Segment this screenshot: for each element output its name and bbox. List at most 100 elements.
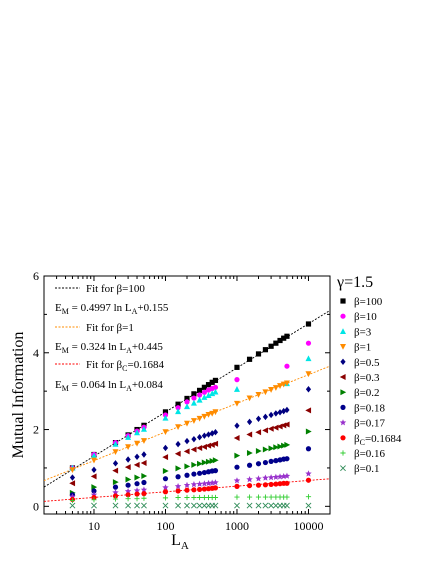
fit-label-3: Fit for βC=0.1684: [86, 359, 164, 373]
data-point: [205, 411, 212, 418]
data-point: [91, 502, 97, 509]
data-point: [112, 467, 119, 474]
data-point: [212, 479, 219, 486]
data-point: [141, 479, 147, 486]
data-point: [234, 452, 241, 459]
legend-label: β=1: [354, 342, 371, 354]
data-point: [277, 383, 284, 389]
data-point: [112, 484, 119, 490]
legend-label: β=0.18: [354, 402, 386, 414]
data-point: [184, 502, 190, 509]
x-tick-label: 1000: [225, 519, 249, 533]
data-point: [134, 481, 140, 487]
series-3: [69, 355, 312, 471]
data-point: [246, 476, 253, 483]
data-point: [268, 494, 274, 500]
series-11: [69, 494, 312, 504]
data-point: [284, 363, 290, 369]
data-point: [284, 494, 290, 500]
data-point: [284, 333, 290, 339]
data-point: [234, 377, 240, 383]
data-point: [262, 347, 269, 353]
data-point: [255, 482, 262, 488]
data-point: [234, 464, 240, 470]
data-point: [125, 502, 132, 509]
data-point: [255, 502, 262, 509]
data-point: [255, 475, 262, 482]
legend-marker: [340, 450, 346, 456]
data-point: [141, 502, 147, 509]
data-point: [273, 340, 279, 346]
data-point: [255, 351, 262, 357]
data-point: [205, 458, 212, 465]
data-point: [283, 421, 290, 428]
data-point: [201, 389, 207, 395]
data-point: [262, 502, 269, 509]
data-point: [196, 470, 203, 476]
data-point: [272, 424, 279, 431]
data-point: [283, 472, 291, 479]
data-point: [162, 502, 169, 509]
data-point: [175, 401, 181, 407]
data-point: [191, 395, 197, 401]
data-point: [184, 494, 190, 501]
data-point: [196, 502, 203, 509]
data-point: [134, 453, 140, 461]
data-point: [141, 472, 148, 479]
gamma-label: γ=1.5: [336, 274, 373, 291]
y-tick-label: 2: [33, 423, 39, 437]
data-point: [255, 415, 262, 422]
data-point: [191, 435, 197, 443]
data-point: [305, 470, 312, 477]
data-point: [140, 425, 147, 432]
data-point: [90, 457, 97, 464]
data-point: [190, 481, 198, 488]
data-point: [196, 480, 203, 487]
data-point: [268, 411, 274, 419]
data-point: [280, 381, 287, 388]
data-point: [124, 487, 132, 495]
data-point: [175, 408, 182, 415]
data-point: [69, 480, 76, 487]
data-point: [190, 399, 197, 406]
fit-annotation-2: Fit for β=1 EM = 0.324 ln LA+0.445: [55, 322, 163, 355]
data-point: [268, 458, 274, 465]
data-point: [262, 494, 269, 500]
data-point: [191, 391, 197, 397]
data-point: [284, 480, 290, 486]
data-point: [305, 494, 312, 500]
data-point: [234, 502, 240, 509]
data-point: [262, 474, 269, 481]
data-point: [125, 434, 132, 440]
data-point: [201, 413, 208, 420]
data-point: [209, 390, 216, 397]
legend-label: βC=0.1684: [354, 433, 402, 447]
data-point: [212, 384, 219, 390]
data-point: [184, 399, 190, 405]
legend-label: β=0.3: [354, 372, 380, 384]
data-point: [175, 502, 181, 509]
data-point: [212, 494, 219, 501]
fit-equation-2: EM = 0.324 ln LA+0.445: [55, 341, 163, 355]
data-point: [112, 489, 119, 496]
data-point: [268, 445, 275, 452]
data-point: [201, 384, 207, 390]
data-point: [112, 440, 119, 447]
data-point: [209, 410, 216, 417]
legend-label: β=0.17: [354, 418, 386, 430]
data-point: [246, 449, 253, 456]
data-point: [125, 476, 132, 483]
legend-label: β=0.16: [354, 448, 386, 460]
data-point: [262, 459, 269, 466]
data-point: [196, 396, 203, 403]
data-point: [201, 486, 207, 492]
data-point: [201, 432, 207, 439]
data-point: [134, 491, 140, 497]
data-point: [162, 495, 169, 501]
data-point: [162, 484, 169, 491]
data-point: [91, 488, 97, 494]
legend-label: β=0.1: [354, 463, 380, 475]
data-point: [191, 494, 197, 501]
data-point: [133, 487, 141, 494]
